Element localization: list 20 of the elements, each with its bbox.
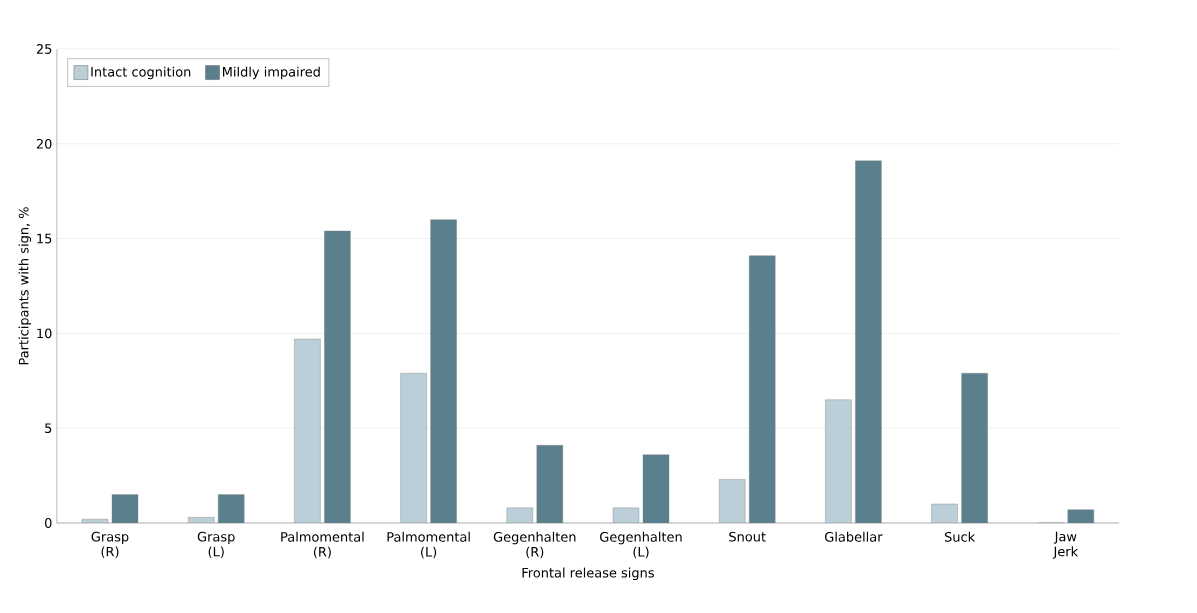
y-tick-label: 0 bbox=[45, 518, 52, 528]
y-tick-label: 10 bbox=[37, 328, 52, 339]
legend-label: Mildly impaired bbox=[222, 66, 320, 80]
x-tick-label: Snout bbox=[729, 531, 766, 542]
x-tick-label: Grasp (L) bbox=[197, 531, 235, 559]
y-tick-label: 15 bbox=[37, 233, 52, 244]
x-tick-label: Gegenhalten (R) bbox=[493, 531, 576, 559]
x-tick-label: Palmomental (L) bbox=[387, 531, 470, 559]
x-tick-label: Grasp (R) bbox=[91, 531, 129, 559]
y-tick-label: 5 bbox=[45, 423, 52, 434]
y-axis-title: Participants with sign, % bbox=[18, 207, 32, 365]
y-tick-label: 25 bbox=[36, 44, 52, 54]
x-tick-label: Glabellar bbox=[825, 531, 883, 542]
legend-label: Intact cognition bbox=[91, 66, 191, 80]
y-tick-label: 20 bbox=[36, 138, 52, 149]
x-axis-title: Frontal release signs bbox=[522, 567, 654, 581]
x-tick-label: Jaw Jerk bbox=[1052, 531, 1079, 559]
x-tick-label: Gegenhalten (L) bbox=[600, 531, 682, 559]
x-tick-label: Suck bbox=[944, 531, 976, 542]
x-tick-label: Palmomental (R) bbox=[281, 531, 364, 559]
